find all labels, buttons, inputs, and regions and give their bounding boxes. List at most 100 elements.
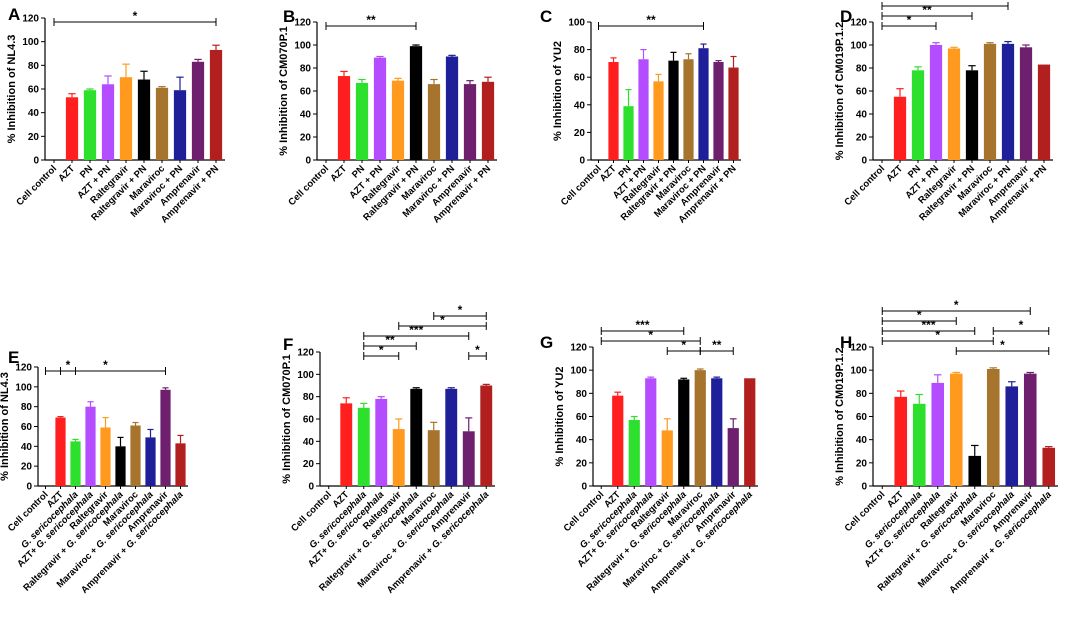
y-tick-label: 0: [308, 482, 314, 493]
bar: [929, 45, 943, 160]
bar: [355, 82, 369, 160]
y-tick-label: 60: [303, 415, 315, 426]
bar: [968, 455, 982, 486]
y-tick-label: 0: [581, 482, 587, 493]
y-tick-label: 60: [28, 85, 40, 96]
category-label: AZT: [56, 163, 77, 184]
y-tick-label: 0: [861, 156, 867, 167]
y-tick-label: 100: [15, 382, 32, 393]
y-tick-label: 0: [33, 156, 39, 167]
bar: [608, 62, 619, 160]
bar: [1037, 64, 1051, 160]
y-tick-label: 0: [579, 156, 585, 167]
y-axis-label: % Inhibition of CM070P.1: [278, 26, 290, 155]
bar: [481, 81, 495, 160]
y-tick-label: 100: [568, 18, 585, 29]
y-tick-label: 120: [850, 343, 867, 354]
panel-letter: C: [540, 7, 552, 26]
bar: [101, 84, 115, 160]
y-tick-label: 100: [297, 370, 314, 381]
y-axis-label: % Inhibition of YU2: [552, 41, 564, 141]
panel-f: F% Inhibition of CM070P.1 0 20 40 60 80 100 120…: [281, 303, 495, 596]
panel-letter: A: [8, 5, 20, 24]
bar: [462, 431, 475, 486]
bar: [983, 43, 997, 160]
bar: [155, 87, 169, 160]
panel-letter: D: [840, 7, 852, 26]
y-tick-label: 80: [21, 402, 33, 413]
bar: [427, 430, 440, 486]
bar: [145, 437, 156, 486]
bar: [375, 398, 388, 486]
bar: [173, 90, 187, 160]
significance-label: *: [917, 308, 922, 322]
bar: [209, 49, 223, 161]
significance-label: *: [1019, 318, 1024, 332]
panel-letter: B: [283, 7, 295, 26]
category-label: AZT: [328, 163, 349, 184]
bar: [668, 60, 679, 160]
significance-label: **: [366, 13, 376, 27]
significance-label: *: [681, 338, 686, 352]
y-tick-label: 40: [28, 108, 40, 119]
y-tick-label: 120: [850, 18, 867, 29]
category-label: AZT: [884, 163, 905, 184]
significance-label: *: [648, 328, 653, 342]
panel-letter: G: [540, 333, 553, 352]
y-tick-label: 80: [856, 64, 868, 75]
category-label: Cell control: [14, 163, 59, 208]
y-tick-label: 60: [574, 73, 586, 84]
y-tick-label: 120: [570, 343, 587, 354]
y-tick-label: 0: [861, 482, 867, 493]
y-tick-label: 20: [303, 459, 315, 470]
significance-label: *: [66, 358, 71, 372]
bar: [65, 97, 79, 160]
bar: [713, 62, 724, 160]
bar: [340, 403, 353, 486]
y-tick-label: 80: [576, 389, 588, 400]
significance-label: *: [1000, 338, 1005, 352]
bar: [1023, 373, 1037, 486]
bar: [160, 389, 171, 486]
bar: [947, 48, 961, 161]
y-tick-label: 20: [856, 458, 868, 469]
category-label: Cell control: [842, 163, 887, 208]
y-tick-label: 60: [856, 87, 868, 98]
bar: [661, 430, 673, 486]
bar: [612, 395, 624, 486]
y-axis-label: % Inhibition of CM070P.1: [281, 354, 293, 483]
y-tick-label: 120: [15, 363, 32, 374]
significance-label: *: [103, 358, 108, 372]
significance-label: *: [475, 343, 480, 357]
panel-letter: F: [283, 335, 293, 354]
y-axis-label: % Inhibition of YU2: [554, 366, 566, 466]
significance-label: ***: [635, 318, 649, 332]
y-tick-label: 20: [856, 133, 868, 144]
significance-label: *: [440, 313, 445, 327]
bar: [175, 443, 186, 486]
bar: [1019, 47, 1033, 160]
y-tick-label: 40: [21, 442, 33, 453]
y-tick-label: 40: [856, 110, 868, 121]
bar: [911, 70, 925, 160]
bar: [931, 382, 945, 486]
y-tick-label: 100: [850, 41, 867, 52]
significance-label: *: [907, 13, 912, 27]
y-tick-label: 80: [303, 392, 315, 403]
panel-c: C % Inhibition of YU2 0 20 40 60 80 100 Cell con…: [540, 7, 741, 225]
y-tick-label: 20: [28, 132, 40, 143]
bar: [137, 79, 151, 160]
y-tick-label: 60: [300, 87, 312, 98]
y-tick-label: 100: [294, 41, 311, 52]
panel-a: A % Inhibition of NL4.3 0 20 40 60 80 100 120 Cel…: [6, 5, 225, 225]
bar: [392, 429, 405, 486]
bar: [463, 84, 477, 160]
bar: [678, 379, 690, 486]
bar: [683, 59, 694, 161]
bar: [119, 77, 133, 160]
significance-label: *: [935, 328, 940, 342]
panel-letter: E: [8, 348, 19, 367]
y-tick-label: 0: [26, 482, 32, 493]
bar: [85, 406, 96, 486]
y-tick-label: 20: [574, 128, 586, 139]
